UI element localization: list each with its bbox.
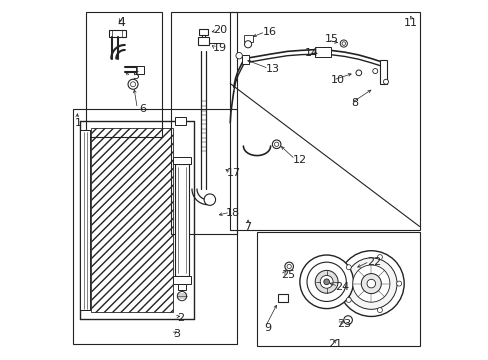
Circle shape (177, 292, 186, 301)
Bar (244, 35, 253, 42)
Circle shape (346, 265, 350, 270)
Text: 19: 19 (212, 43, 226, 53)
Circle shape (355, 70, 361, 76)
Text: 6: 6 (139, 104, 146, 113)
Text: 15: 15 (325, 34, 338, 44)
Text: 3: 3 (173, 329, 180, 339)
Bar (85, 12, 162, 137)
Bar (175, 117, 185, 125)
Circle shape (203, 194, 215, 205)
Text: 23: 23 (337, 319, 351, 329)
Bar (315, 48, 330, 58)
Bar (135, 66, 144, 73)
Bar (91, 128, 173, 312)
Circle shape (320, 275, 332, 288)
Circle shape (299, 255, 353, 309)
Text: 18: 18 (225, 208, 240, 218)
Text: 12: 12 (292, 156, 306, 165)
Circle shape (372, 68, 377, 73)
Circle shape (383, 79, 387, 84)
Circle shape (272, 140, 281, 149)
Bar (178, 284, 185, 290)
Text: 2: 2 (176, 312, 183, 323)
Text: 13: 13 (265, 64, 280, 74)
Bar (230, 12, 419, 230)
Bar (73, 109, 237, 344)
Bar (173, 276, 190, 284)
Circle shape (285, 262, 293, 271)
Circle shape (366, 279, 375, 288)
Text: 10: 10 (330, 75, 344, 85)
Bar (108, 30, 125, 37)
Bar (197, 37, 209, 45)
Bar (379, 60, 386, 84)
Text: 8: 8 (351, 98, 358, 108)
Text: 24: 24 (335, 282, 349, 292)
Text: 9: 9 (264, 323, 271, 333)
Bar (80, 130, 90, 310)
Text: 7: 7 (244, 222, 251, 232)
Text: 17: 17 (226, 168, 241, 178)
Circle shape (235, 53, 242, 59)
Circle shape (340, 40, 346, 47)
Bar (175, 164, 189, 276)
Text: 20: 20 (213, 25, 227, 35)
Circle shape (338, 251, 404, 316)
Circle shape (345, 258, 396, 309)
Text: 21: 21 (328, 339, 342, 348)
Circle shape (244, 41, 251, 48)
Bar (91, 128, 173, 312)
Circle shape (361, 274, 381, 294)
Circle shape (323, 279, 329, 285)
Circle shape (396, 281, 401, 286)
Text: 11: 11 (403, 18, 417, 28)
Text: 14: 14 (305, 48, 319, 58)
Circle shape (377, 255, 382, 260)
Circle shape (352, 265, 389, 302)
Circle shape (377, 307, 382, 312)
Text: 5: 5 (132, 71, 139, 81)
Bar (277, 294, 288, 302)
Bar (257, 232, 419, 346)
Bar (199, 29, 207, 35)
Text: 22: 22 (366, 257, 380, 267)
Text: 1: 1 (75, 118, 81, 128)
Bar (171, 12, 237, 234)
Circle shape (128, 79, 138, 89)
Bar (173, 157, 190, 164)
Bar (242, 55, 248, 64)
Text: 16: 16 (262, 27, 276, 37)
Text: 4: 4 (117, 16, 125, 29)
Circle shape (346, 297, 350, 302)
Text: 25: 25 (281, 270, 295, 280)
Circle shape (306, 262, 346, 301)
Circle shape (315, 270, 337, 293)
Circle shape (343, 316, 352, 324)
